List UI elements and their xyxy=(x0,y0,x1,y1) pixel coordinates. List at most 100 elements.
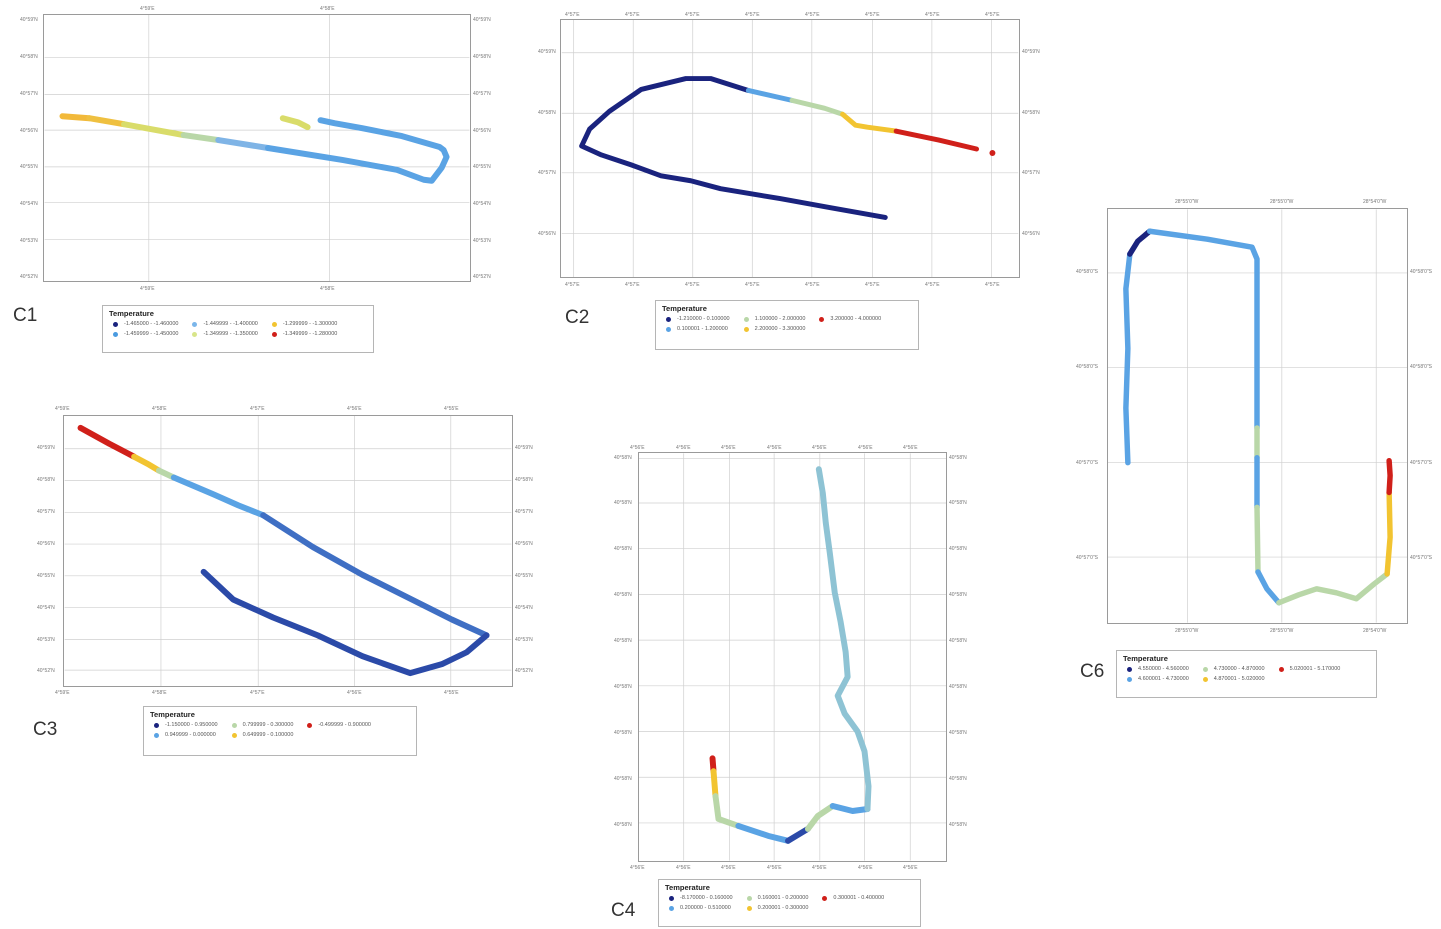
track-segment xyxy=(829,803,871,814)
legend-item: 0.200001 - 0.300000 xyxy=(743,905,808,912)
legend-c4: Temperature -8.170000 - 0.160000 0.20000… xyxy=(658,879,921,927)
legend-swatch xyxy=(746,896,752,901)
legend-item: 4.870001 - 5.020000 xyxy=(1199,676,1265,683)
legend-item: 0.799999 - 0.300000 xyxy=(228,722,293,729)
legend-item: -1.210000 - 0.100000 xyxy=(662,316,730,323)
tick-label: 40°57'0"S xyxy=(1076,460,1098,466)
legend-swatch xyxy=(1278,667,1284,672)
legend-item: -1.349999 - -1.350000 xyxy=(188,331,258,338)
legend-swatch xyxy=(113,332,118,337)
track-segment xyxy=(893,128,980,152)
legend-title: Temperature xyxy=(109,309,154,318)
track-segment xyxy=(200,568,490,677)
legend-item: -8.170000 - 0.160000 xyxy=(665,895,733,902)
legend-c3: Temperature -1.150000 - 0.950000 0.94999… xyxy=(143,706,417,756)
panel-label-c4: C4 xyxy=(611,900,636,921)
track-segment xyxy=(1146,228,1260,431)
legend-swatch xyxy=(1202,667,1208,672)
legend-item: 5.020001 - 5.170000 xyxy=(1275,666,1340,673)
legend-swatch xyxy=(666,327,671,332)
tick-label: 28°55'0"W xyxy=(1175,628,1199,634)
track-segment xyxy=(131,453,162,474)
track-point xyxy=(989,149,996,156)
track-segment xyxy=(260,512,490,639)
track-segment xyxy=(1386,457,1393,496)
legend-swatch xyxy=(746,906,752,911)
legend-item: 0.949999 - 0.000000 xyxy=(150,732,218,739)
legend-item: -1.349999 - -1.280000 xyxy=(268,331,337,338)
track-segment xyxy=(789,97,846,117)
track-segment xyxy=(579,76,888,220)
legend-item: 3.200000 - 4.000000 xyxy=(815,316,881,323)
track-segment xyxy=(215,137,271,151)
track-segment xyxy=(1276,571,1390,606)
legend-swatch xyxy=(666,317,671,322)
legend-swatch xyxy=(154,733,159,738)
track-segment xyxy=(840,111,899,134)
legend-swatch xyxy=(192,322,198,327)
legend-swatch xyxy=(1202,677,1208,682)
map-c2 xyxy=(561,20,1019,277)
graticule-c1 xyxy=(44,15,470,281)
map-frame-c1 xyxy=(43,14,471,282)
legend-item: -1.465000 - -1.460000 xyxy=(109,321,178,328)
legend-item: 0.200000 - 0.510000 xyxy=(665,905,733,912)
track-segment xyxy=(804,803,836,832)
tick-label: 40°57'0"S xyxy=(1410,555,1432,561)
map-c4 xyxy=(639,453,946,861)
tick-label: 28°55'0"W xyxy=(1270,199,1294,205)
legend-swatch xyxy=(1127,667,1132,672)
map-frame-c4 xyxy=(638,452,947,862)
track-segment xyxy=(86,115,127,128)
track-segment xyxy=(712,793,742,829)
track-c4 xyxy=(709,466,872,844)
legend-title: Temperature xyxy=(662,304,707,313)
tick-label: 40°58'0"S xyxy=(1076,269,1098,275)
graticule-c4 xyxy=(639,453,946,861)
legend-item: -1.150000 - 0.950000 xyxy=(150,722,218,729)
tick-label: 40°57'0"S xyxy=(1410,460,1432,466)
map-c6 xyxy=(1108,209,1407,623)
legend-item: -1.299999 - -1.300000 xyxy=(268,321,337,328)
panel-label-c3: C3 xyxy=(33,719,58,740)
map-frame-c2 xyxy=(560,19,1020,278)
legend-swatch xyxy=(154,723,159,728)
tick-label: 40°58'0"S xyxy=(1410,269,1432,275)
track-c6 xyxy=(1123,228,1393,606)
map-frame-c6 xyxy=(1107,208,1408,624)
track-segment xyxy=(59,113,93,122)
track-c1 xyxy=(59,113,450,184)
legend-swatch xyxy=(819,317,825,322)
track-segment xyxy=(1384,489,1393,577)
track-c2 xyxy=(579,76,996,220)
graticule-c3 xyxy=(64,416,512,686)
track-segment xyxy=(121,121,187,139)
track-segment xyxy=(1127,228,1153,257)
track-segment xyxy=(180,132,222,144)
legend-swatch xyxy=(231,733,237,738)
map-c1 xyxy=(44,15,470,281)
track-segment xyxy=(1255,569,1282,606)
track-c3 xyxy=(77,424,490,677)
track-segment xyxy=(745,87,795,103)
tick-label: 40°58'0"S xyxy=(1410,364,1432,370)
track-segment xyxy=(1254,504,1261,575)
tick-label: 40°58'0"S xyxy=(1076,364,1098,370)
legend-item: 4.550000 - 4.560000 xyxy=(1123,666,1189,673)
legend-item: 0.300001 - 0.400000 xyxy=(818,895,884,902)
legend-item: 1.100000 - 2.000000 xyxy=(740,316,805,323)
legend-swatch xyxy=(669,906,674,911)
tick-label: 28°54'0"W xyxy=(1363,628,1387,634)
legend-swatch xyxy=(192,332,198,337)
panel-label-c1: C1 xyxy=(13,305,38,326)
map-frame-c3 xyxy=(63,415,513,687)
panel-label-c6: C6 xyxy=(1080,661,1105,682)
track-segment xyxy=(170,474,267,519)
legend-swatch xyxy=(271,332,277,337)
legend-item: 0.160001 - 0.200000 xyxy=(743,895,808,902)
panel-label-c2: C2 xyxy=(565,307,590,328)
legend-c2: Temperature -1.210000 - 0.100000 0.10000… xyxy=(655,300,919,350)
legend-swatch xyxy=(743,317,749,322)
tick-label: 28°55'0"W xyxy=(1270,628,1294,634)
legend-item: 0.649999 - 0.100000 xyxy=(228,732,293,739)
